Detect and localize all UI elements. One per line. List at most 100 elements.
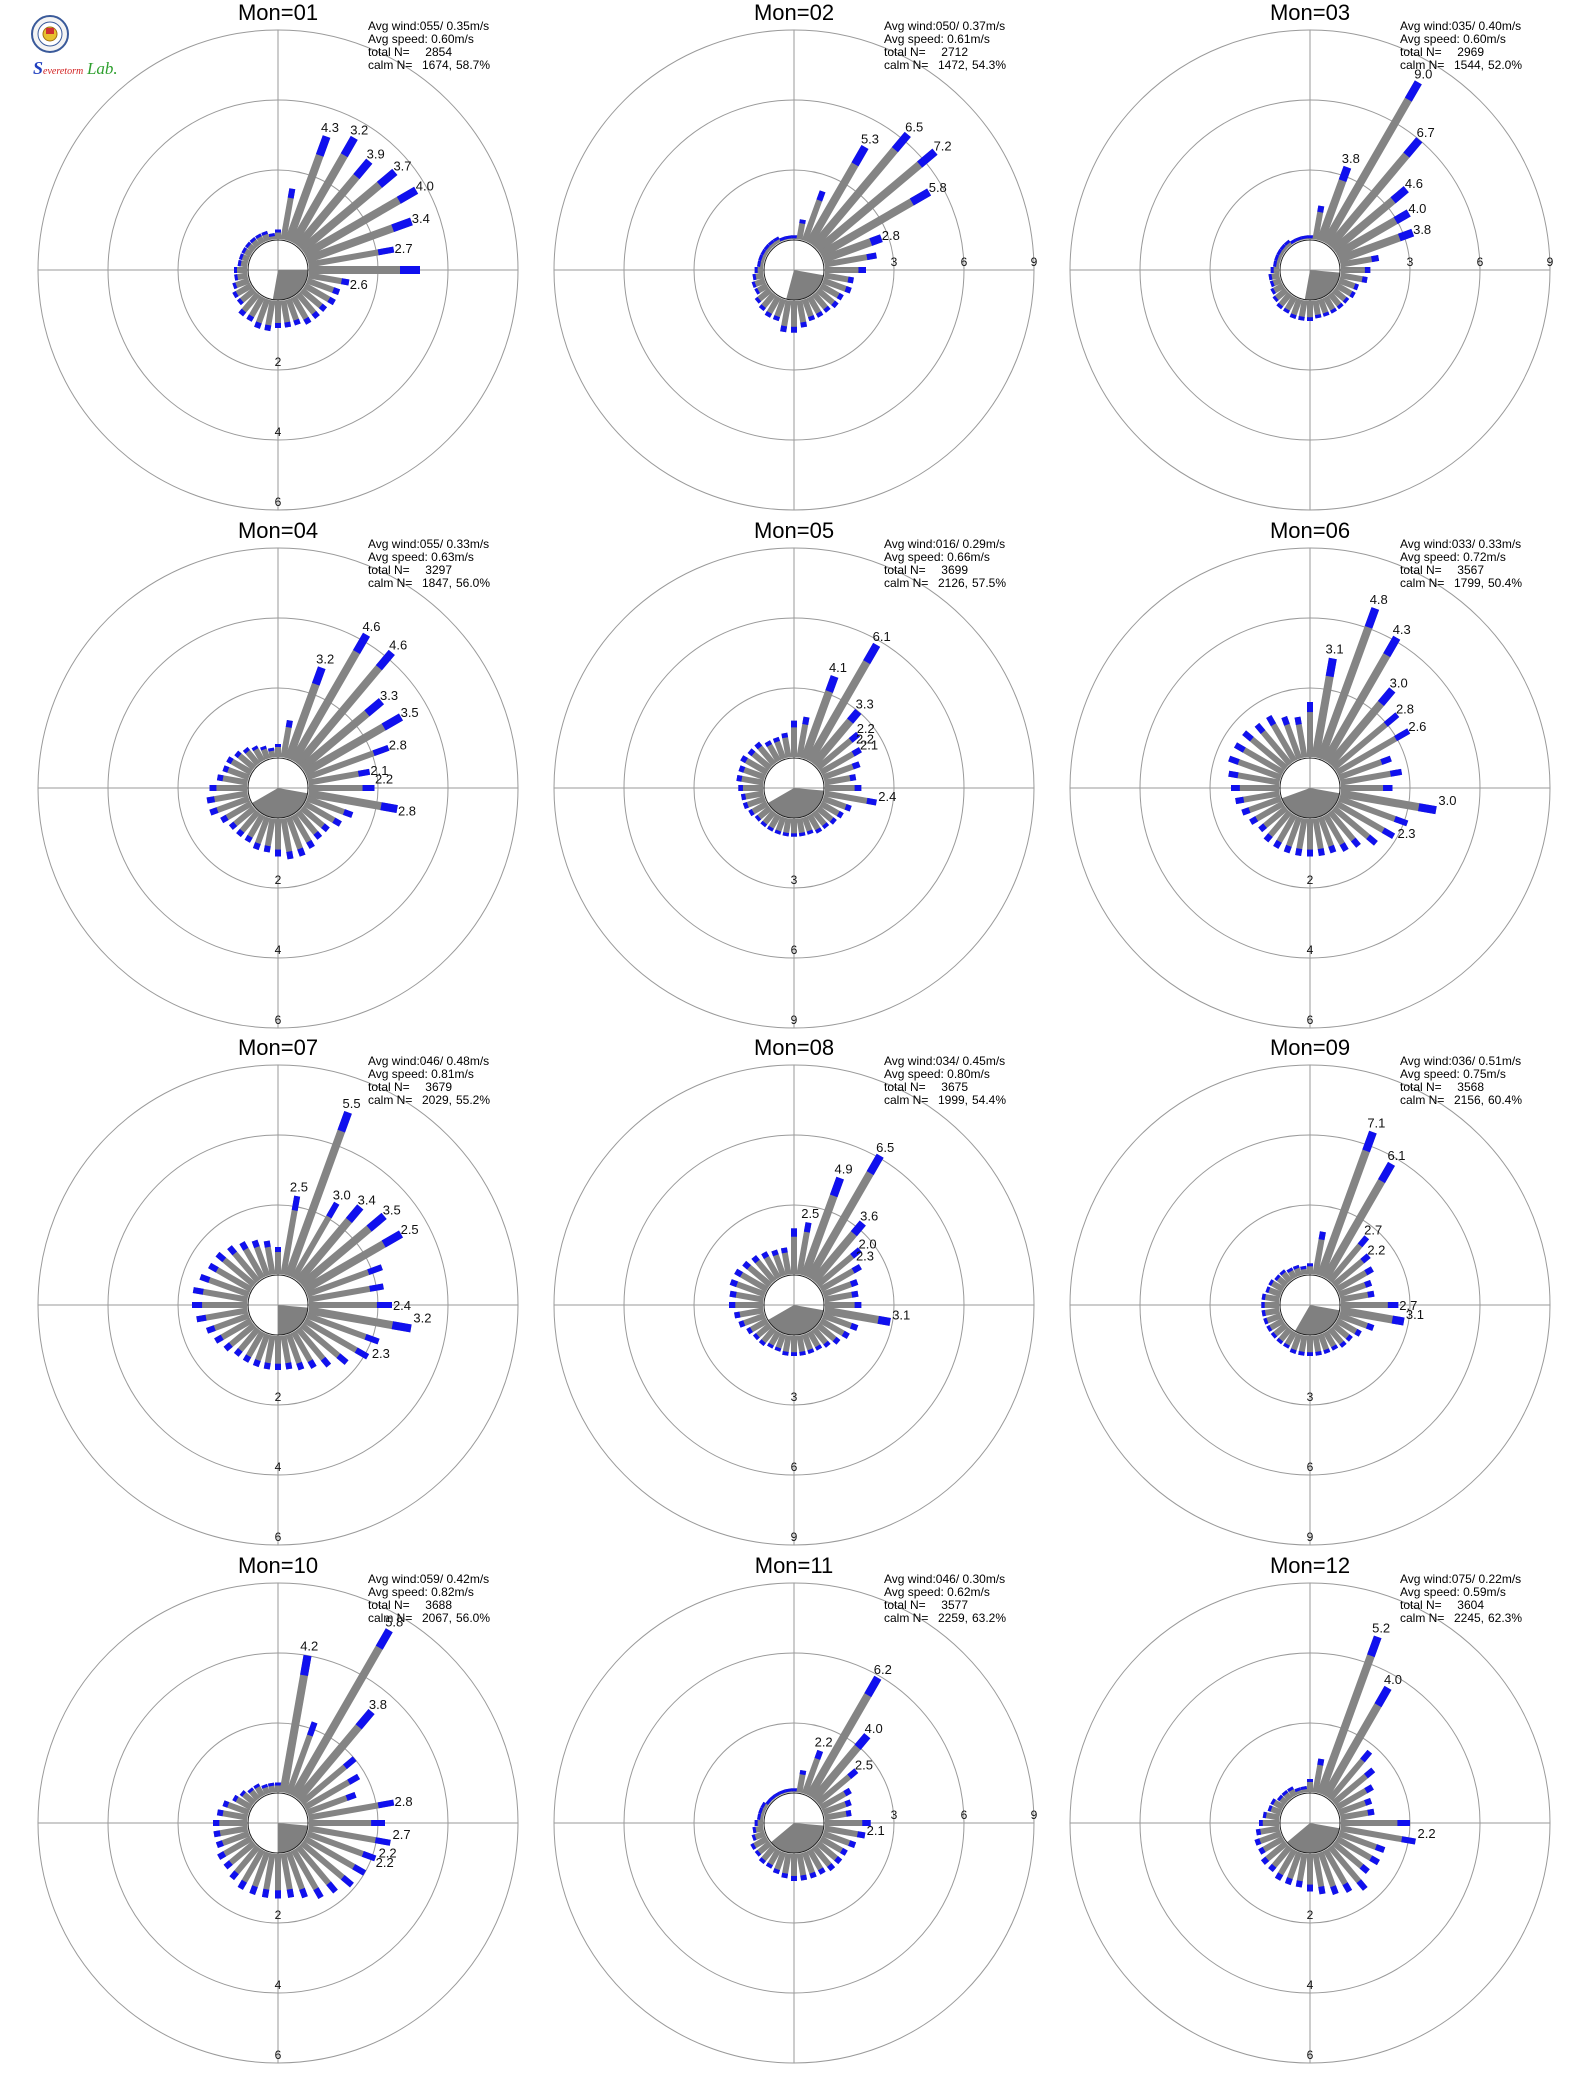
- petal-tip: [815, 311, 824, 318]
- petal-tip: [848, 731, 861, 743]
- petal-tip: [851, 1264, 862, 1274]
- avg-wind-text: Avg wind:036/ 0.51m/s: [1400, 1054, 1521, 1068]
- petal-tip: [1289, 1348, 1297, 1354]
- petal-tip: [239, 1241, 249, 1251]
- petal-tip: [1325, 657, 1337, 678]
- calm-sector: [1281, 788, 1340, 818]
- calm-pct-value: 62.3%: [1488, 1611, 1522, 1625]
- wind-rose-8: 2.5 4.9 6.5 3.6 2.02.3 3.1 3 6 9 Mon=08 Avg wind:0…: [553, 1035, 1035, 1546]
- petal-tip: [782, 832, 790, 837]
- petal-tip: [326, 1881, 338, 1894]
- logo-letter-s: S: [33, 58, 44, 78]
- petal-tip: [1317, 1758, 1325, 1766]
- calm-n-label: calm N=: [1400, 58, 1444, 72]
- total-n-value: 3688: [425, 1598, 452, 1612]
- calm-circle: [763, 239, 825, 301]
- petal-tip: [1258, 823, 1267, 833]
- petal-value-label: 2.6: [350, 277, 368, 292]
- petal-bar: [1316, 1635, 1382, 1796]
- range-tick-label: 6: [791, 1460, 798, 1474]
- petal-tip: [238, 308, 247, 317]
- petal-value-label: 2.5: [801, 1206, 819, 1221]
- calm-sector: [771, 1823, 824, 1853]
- total-n-value: 3699: [941, 563, 968, 577]
- petal-tip: [285, 720, 293, 728]
- petal-tip: [738, 1320, 746, 1328]
- petal-tip: [752, 1826, 757, 1834]
- petal-tip: [1417, 803, 1437, 815]
- petal-tip: [1393, 816, 1409, 827]
- petal-tip: [375, 649, 395, 671]
- petal-tip: [233, 1348, 243, 1357]
- petal-tip: [263, 1362, 271, 1370]
- petal-tip: [307, 1359, 317, 1369]
- petal-tip: [1262, 1811, 1267, 1819]
- petal-tip: [866, 252, 877, 261]
- petal-tip: [765, 1798, 772, 1805]
- petal-tip: [772, 236, 780, 243]
- petal-tip: [1390, 186, 1409, 204]
- petal-tip: [772, 1868, 781, 1875]
- petal-tip: [1268, 273, 1273, 281]
- panel-title: Mon=11: [755, 1553, 833, 1578]
- total-n-value: 3679: [425, 1080, 452, 1094]
- calm-sector: [786, 270, 824, 301]
- petal-tip: [268, 1782, 275, 1787]
- petal-bar: [1322, 1685, 1392, 1799]
- petal-tip: [260, 745, 267, 751]
- petal-tip: [1331, 1344, 1339, 1351]
- petal-tip: [1353, 283, 1359, 291]
- petal-tip: [1342, 1882, 1353, 1893]
- total-n-value: 2969: [1457, 45, 1484, 59]
- range-tick-label: 3: [891, 255, 898, 269]
- petal-tip: [834, 1855, 843, 1865]
- petal-tip: [232, 1794, 239, 1802]
- petal-tip: [847, 708, 862, 724]
- petal-tip: [752, 273, 757, 281]
- petal-value-label: 3.4: [358, 1192, 376, 1207]
- wind-rose-4: 3.24.64.63.33.52.82.12.22.8246Mon=04Avg …: [37, 518, 519, 1029]
- calm-n-value: 2259,: [938, 1611, 968, 1625]
- petal-tip: [866, 1153, 884, 1176]
- petal-tip: [823, 1340, 831, 1348]
- petal-tip: [736, 774, 743, 782]
- petal-tip: [758, 254, 764, 262]
- calm-pct-value: 56.0%: [456, 576, 490, 590]
- petal-tip: [377, 246, 395, 256]
- petal-bar: [818, 188, 932, 258]
- petal-tip: [1356, 1879, 1368, 1891]
- petal-tip: [261, 1783, 268, 1789]
- petal-tip: [318, 303, 328, 312]
- petal-tip: [767, 1342, 774, 1349]
- calm-n-value: 1674,: [422, 58, 452, 72]
- petal-tip: [226, 756, 234, 765]
- avg-wind-text: Avg wind:050/ 0.37m/s: [884, 19, 1005, 33]
- total-n-value: 2854: [425, 45, 452, 59]
- petal-tip: [249, 237, 257, 244]
- petal-tip: [758, 1339, 766, 1346]
- petal-tip: [223, 1342, 233, 1352]
- range-tick-label: 6: [961, 1808, 968, 1822]
- calm-sector: [272, 270, 308, 300]
- petal-tip: [1381, 827, 1396, 839]
- petal-bar: [1316, 607, 1380, 761]
- petal-tip: [244, 834, 253, 843]
- petal-tip: [850, 1220, 866, 1237]
- range-tick-label: 6: [275, 1530, 282, 1544]
- petal-tip: [751, 281, 757, 288]
- petal-tip: [380, 802, 398, 813]
- petal-tip: [1269, 280, 1275, 288]
- petal-tip: [800, 1874, 808, 1881]
- avg-wind-text: Avg wind:016/ 0.29m/s: [884, 537, 1005, 551]
- petal-bar: [810, 131, 911, 249]
- calm-n-value: 2156,: [1454, 1093, 1484, 1107]
- wind-rose-3: 3.8 9.0 6.7 4.6 4.0 3.8 3 6 9 Mon=03 Avg wind:035/…: [1069, 0, 1554, 511]
- petal-tip: [829, 817, 837, 825]
- range-tick-label: 4: [275, 943, 282, 957]
- petal-tip: [826, 1863, 836, 1872]
- petal-tip: [321, 823, 330, 833]
- petal-tip: [1273, 260, 1278, 268]
- petal-tip: [1366, 834, 1378, 846]
